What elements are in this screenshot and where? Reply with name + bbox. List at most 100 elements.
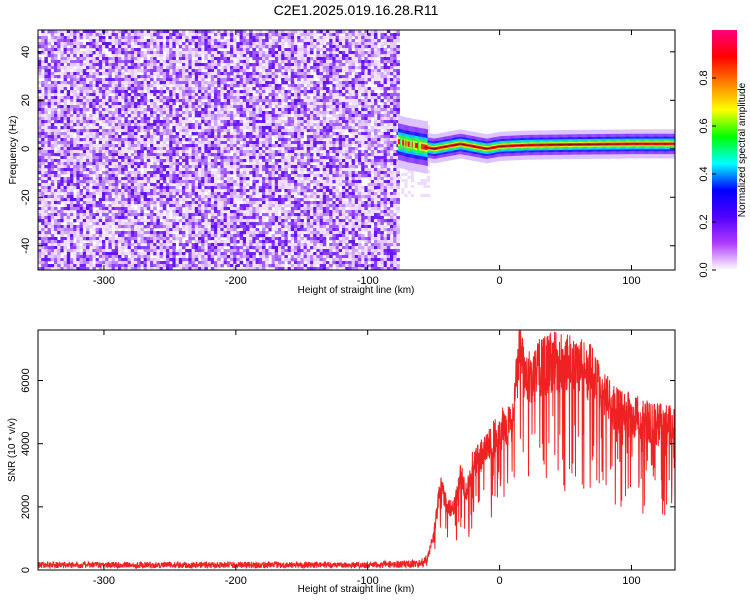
- spectrogram-cell: [63, 144, 68, 148]
- spectrogram-cell: [185, 264, 189, 268]
- spectrogram-cell: [198, 42, 202, 46]
- spectrogram-cell: [172, 240, 176, 244]
- spectrogram-cell: [130, 99, 135, 103]
- spectrogram-cell: [169, 192, 173, 196]
- spectrogram-cell: [66, 189, 71, 193]
- spectrogram-cell: [73, 207, 77, 211]
- spectrogram-cell: [162, 117, 167, 121]
- spectrogram-cell: [172, 120, 176, 124]
- spectrogram-cell: [79, 225, 84, 229]
- spectrogram-cell: [236, 261, 240, 265]
- spectrogram-cell: [54, 162, 58, 166]
- spectrogram-cell: [230, 69, 234, 73]
- spectrogram-cell: [166, 84, 170, 88]
- spectrogram-cell: [86, 258, 90, 262]
- spectrogram-cell: [73, 198, 77, 202]
- spectrogram-cell: [95, 54, 100, 58]
- spectrogram-cell: [175, 51, 180, 55]
- spectrogram-cell: [76, 96, 80, 100]
- spectrogram-cell: [252, 126, 256, 130]
- spectrogram-cell: [60, 180, 64, 184]
- spectrogram-cell: [54, 141, 58, 145]
- spectrogram-cell: [188, 267, 192, 270]
- spectrogram-cell: [38, 117, 42, 121]
- spectrogram-cell: [150, 105, 154, 109]
- spectrogram-cell: [198, 99, 202, 103]
- spectrogram-cell: [242, 108, 247, 112]
- spectrogram-cell: [98, 96, 103, 100]
- spectrogram-cell: [223, 30, 228, 34]
- spectrogram-cell: [239, 174, 244, 178]
- spectrogram-cell: [252, 210, 256, 214]
- spectrogram-cell: [249, 198, 253, 202]
- spectrogram-cell: [66, 54, 71, 58]
- spectrogram-cell: [89, 96, 93, 100]
- spectrogram-cell: [127, 189, 132, 193]
- spectrogram-cell: [207, 45, 212, 49]
- spectrogram-cell: [249, 153, 253, 157]
- spectrogram-cell: [57, 90, 61, 94]
- spectrogram-cell: [105, 204, 109, 208]
- spectrogram-cell: [70, 237, 74, 241]
- spectrogram-cell: [41, 123, 45, 127]
- spectrogram-cell: [121, 126, 125, 130]
- spectrogram-cell: [156, 210, 160, 214]
- spectrogram-cell: [191, 66, 196, 70]
- spectrogram-cell: [169, 249, 173, 253]
- spectrogram-cell: [258, 72, 263, 76]
- spectrogram-cell: [210, 222, 215, 226]
- spectrogram-cell: [95, 258, 100, 262]
- spectrogram-cell: [111, 81, 116, 85]
- spectrogram-cell: [166, 48, 170, 52]
- spectrogram-cell: [82, 219, 87, 223]
- spectrogram-cell: [217, 63, 221, 67]
- spectrogram-cell: [246, 141, 250, 145]
- spectrogram-cell: [50, 141, 55, 145]
- spectrogram-cell: [70, 105, 74, 109]
- spectrogram-cell: [114, 246, 119, 250]
- spectrogram-cell: [217, 93, 221, 97]
- spectrogram-cell: [111, 267, 116, 270]
- spectrogram-cell: [150, 222, 154, 226]
- spectrogram-cell: [217, 204, 221, 208]
- spectrogram-cell: [54, 87, 58, 91]
- spectrogram-cell: [146, 189, 151, 193]
- spectrogram-cell: [82, 51, 87, 55]
- spectrogram-cell: [258, 264, 263, 268]
- spectrogram-cell: [214, 195, 218, 199]
- spectrogram-cell: [242, 30, 247, 34]
- spectrogram-cell: [194, 207, 199, 211]
- spectrogram-cell: [63, 165, 68, 169]
- spectrogram-cell: [255, 258, 260, 262]
- spectrogram-cell: [66, 264, 71, 268]
- spectrogram-cell: [226, 219, 231, 223]
- spectrogram-cell: [249, 138, 253, 142]
- spectrogram-cell: [239, 51, 244, 55]
- spectrogram-cell: [143, 156, 148, 160]
- spectrogram-cell: [226, 198, 231, 202]
- spectrogram-cell: [124, 45, 128, 49]
- spectrogram-cell: [150, 225, 154, 229]
- spectrogram-cell: [95, 48, 100, 52]
- spectrogram-cell: [153, 216, 157, 220]
- spectrogram-cell: [140, 51, 144, 55]
- spectrogram-cell: [92, 84, 96, 88]
- spectrogram-cell: [105, 138, 109, 142]
- spectrogram-cell: [252, 132, 256, 136]
- spectrogram-cell: [210, 240, 215, 244]
- spectrogram-cell: [239, 249, 244, 253]
- spectrogram-cell: [47, 231, 52, 235]
- spectrogram-cell: [166, 111, 170, 115]
- spectrogram-cell: [140, 264, 144, 268]
- spectrogram-cell: [38, 42, 42, 46]
- spectrogram-cell: [217, 213, 221, 217]
- spectrogram-cell: [41, 87, 45, 91]
- spectrogram-cell: [220, 36, 224, 40]
- spectrogram-cell: [105, 93, 109, 97]
- spectrogram-cell: [258, 153, 263, 157]
- spectrogram-cell: [188, 225, 192, 229]
- spectrogram-cell: [207, 36, 212, 40]
- spectrogram-cell: [210, 63, 215, 67]
- spectrogram-cell: [82, 213, 87, 217]
- spectrogram-cell: [41, 108, 45, 112]
